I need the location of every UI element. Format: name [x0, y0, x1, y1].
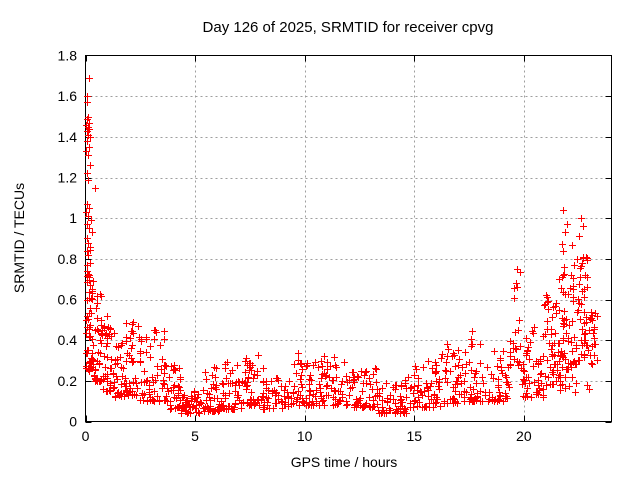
chart-title: Day 126 of 2025, SRMTID for receiver cpv… [203, 19, 494, 36]
y-tick-label: 0.4 [58, 332, 78, 348]
y-tick-label: 1.6 [58, 88, 78, 104]
tick-labels: 0 5 10 15 20 0 0.2 0.4 0.6 0.8 1 1.2 1.4 1.6 1.8 [58, 48, 532, 445]
y-tick-label: 0 [69, 414, 77, 430]
data-points [83, 75, 601, 417]
y-tick-label: 1.8 [58, 48, 78, 64]
x-tick-label: 0 [82, 428, 90, 444]
scatter-markers [83, 75, 601, 417]
y-tick-label: 1 [69, 210, 77, 226]
x-tick-label: 15 [406, 428, 422, 444]
y-tick-label: 0.8 [58, 251, 78, 267]
y-tick-label: 1.4 [58, 129, 78, 145]
x-tick-label: 10 [297, 428, 313, 444]
y-axis-label: SRMTID / TECUs [11, 183, 27, 293]
x-tick-label: 20 [516, 428, 532, 444]
grid-lines [85, 55, 612, 422]
x-tick-label: 5 [191, 428, 199, 444]
y-tick-label: 0.2 [58, 373, 78, 389]
x-axis-label: GPS time / hours [291, 454, 398, 470]
y-tick-label: 0.6 [58, 292, 78, 308]
y-tick-label: 1.2 [58, 170, 78, 186]
